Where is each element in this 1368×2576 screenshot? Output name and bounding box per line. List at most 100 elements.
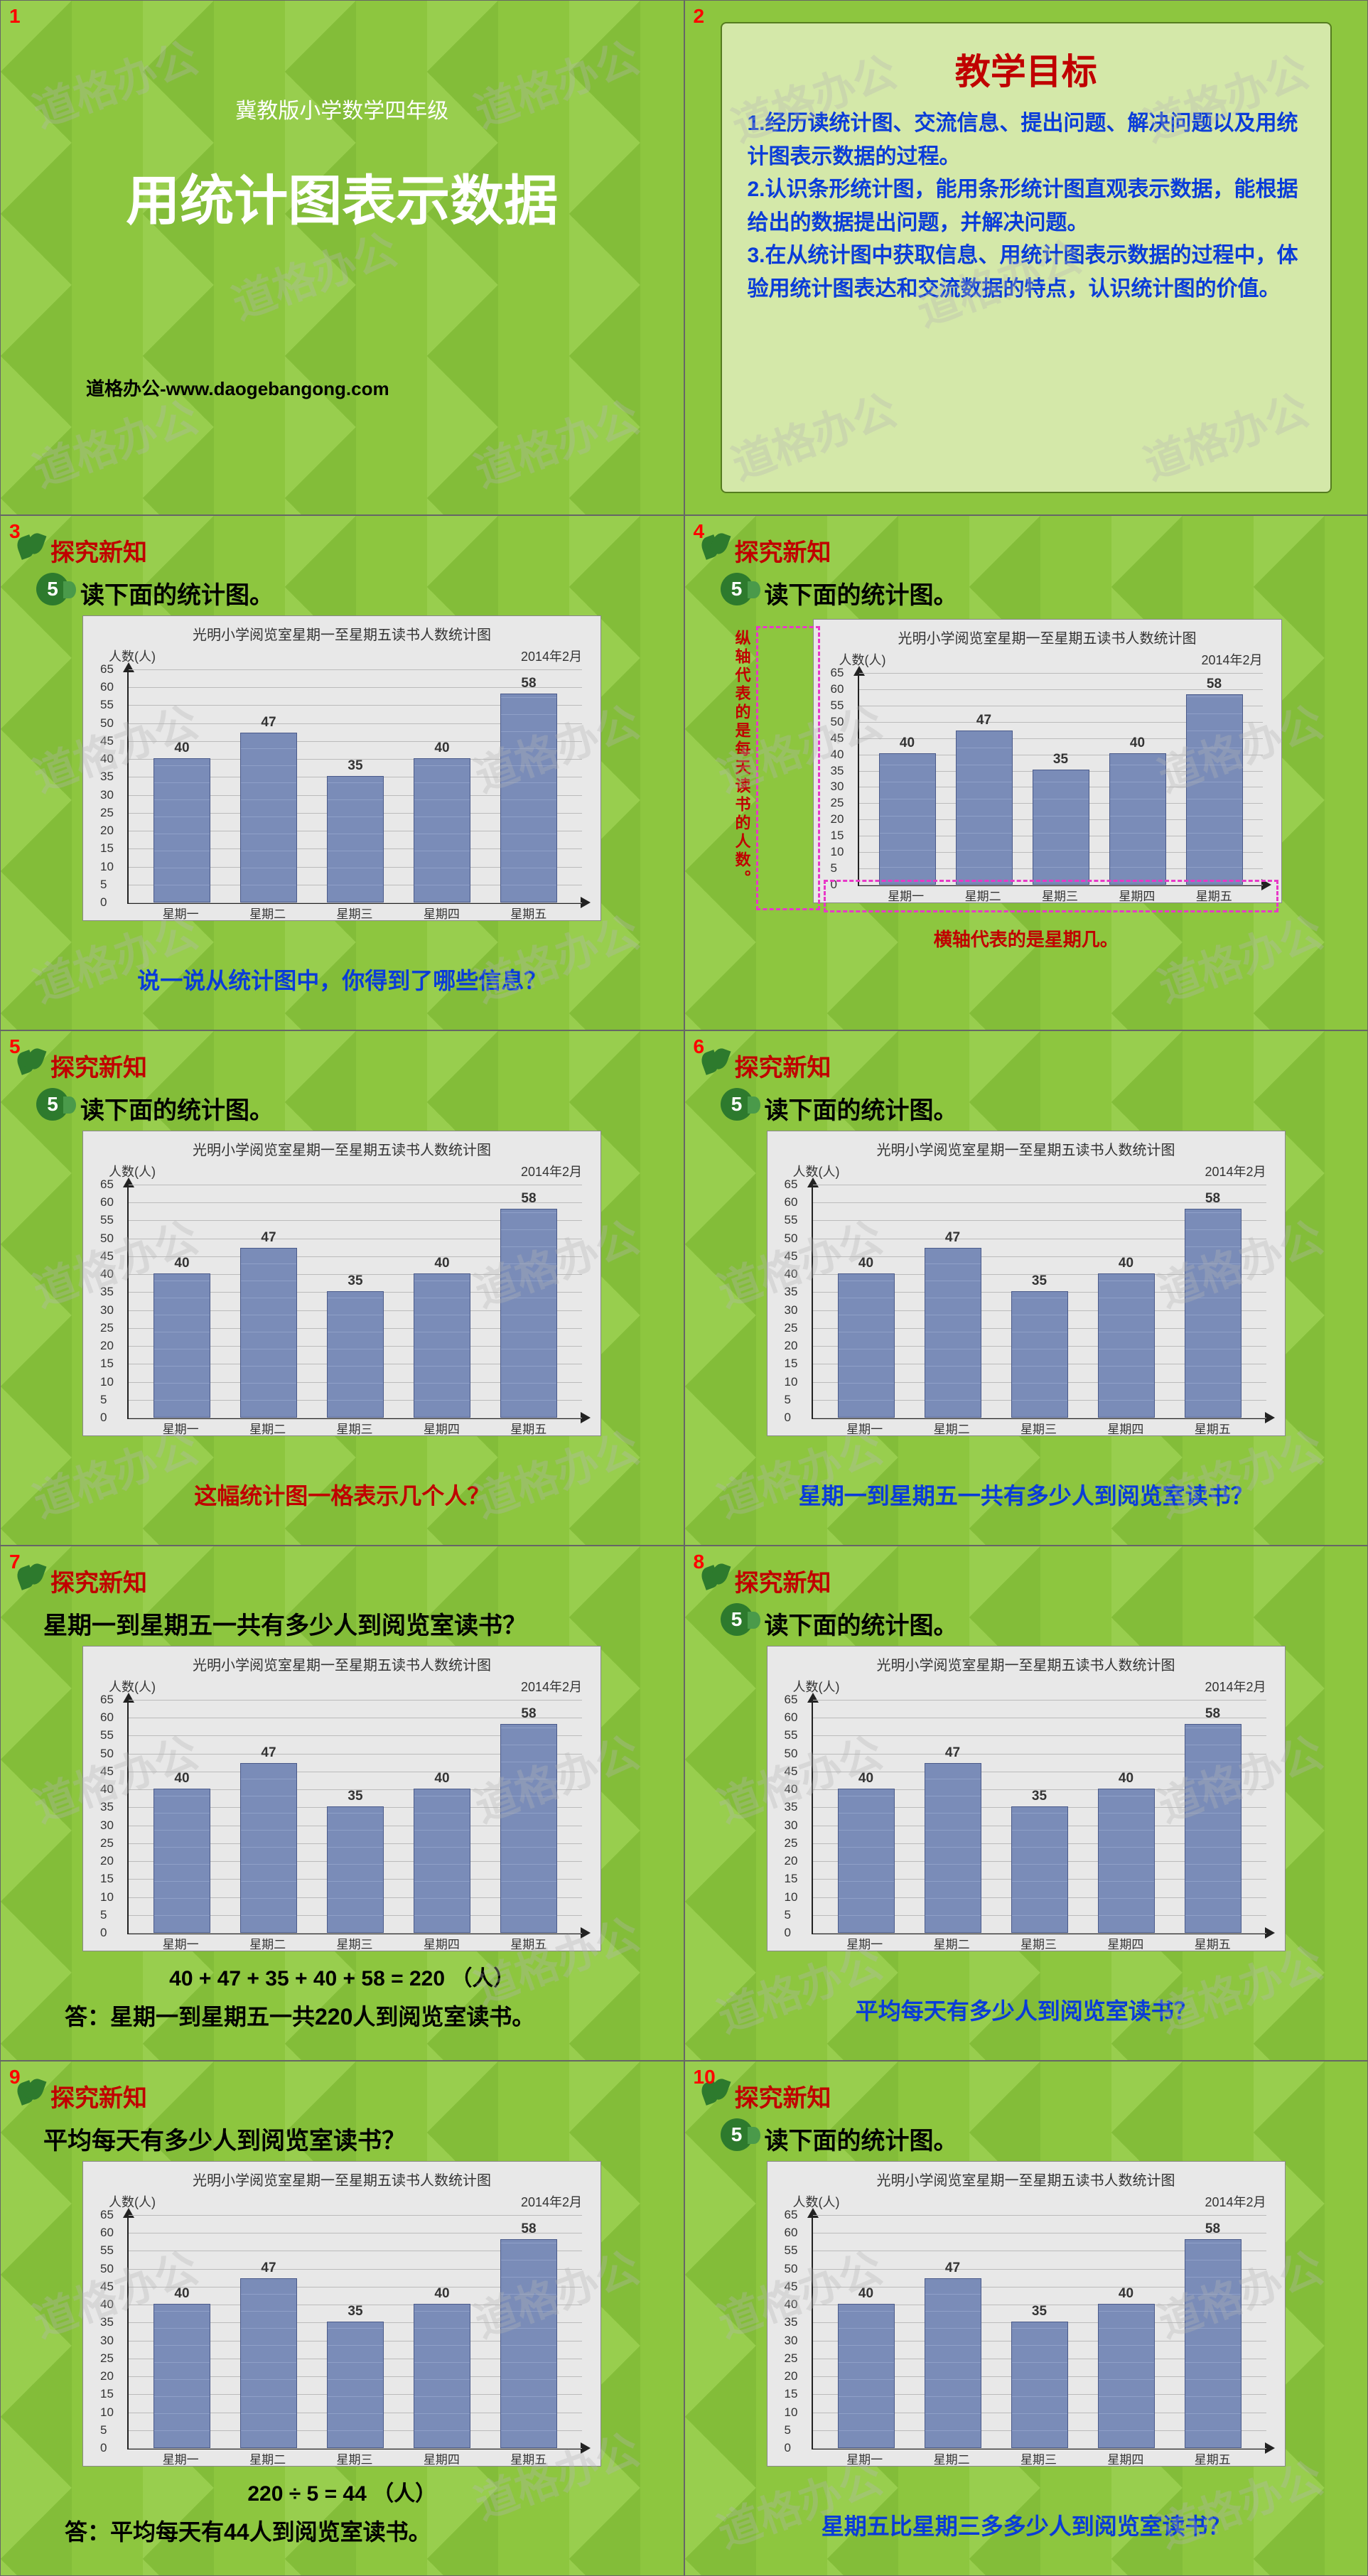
chart-plot-area: 051015202530354045505560654047354058 (127, 2215, 582, 2450)
x-labels: 星期一星期二星期三星期四星期五 (127, 2450, 582, 2467)
bar: 47 (925, 1763, 981, 1933)
y-tick-label: 50 (100, 1747, 114, 1761)
y-tick-label: 10 (785, 2405, 798, 2420)
bar-value: 40 (174, 2286, 189, 2302)
y-tick-label: 65 (785, 1693, 798, 1707)
bar: 47 (925, 2278, 981, 2448)
y-tick-label: 55 (785, 1213, 798, 1227)
bar-value: 40 (174, 1771, 189, 1787)
x-tick-label: 星期一 (149, 1934, 212, 1952)
bar-item: 58 (1181, 1724, 1245, 1933)
y-tick-label: 35 (100, 1800, 114, 1814)
watermark: 道格办公 (465, 383, 646, 500)
x-tick-label: 星期二 (236, 904, 300, 922)
y-tick-label: 10 (785, 1890, 798, 1904)
bar-value: 47 (261, 1745, 276, 1761)
y-tick-label: 25 (100, 1836, 114, 1850)
bar: 47 (925, 1248, 981, 1418)
bar: 58 (500, 1209, 557, 1418)
chart-title: 光明小学阅览室星期一至星期五读书人数统计图 (95, 1138, 589, 1159)
bar-value: 40 (434, 1771, 449, 1787)
y-tick-label: 15 (100, 1872, 114, 1886)
bar: 40 (838, 1789, 895, 1933)
y-tick-label: 30 (100, 1303, 114, 1317)
subtitle: 冀教版小学数学四年级 (1, 93, 684, 124)
y-tick-label: 30 (785, 1818, 798, 1833)
bar-item: 40 (150, 758, 214, 902)
y-tick-label: 20 (785, 1339, 798, 1353)
bar-item: 58 (497, 2239, 561, 2448)
bar-value: 40 (900, 735, 915, 751)
bar-value: 40 (174, 740, 189, 756)
y-tick-label: 55 (100, 1213, 114, 1227)
bar-value: 35 (348, 758, 362, 774)
bar: 35 (327, 776, 384, 902)
y-tick-label: 25 (831, 796, 844, 810)
slide-1: 1 冀教版小学数学四年级 用统计图表示数据 道格办公-www.daogebang… (0, 0, 684, 515)
bar-value: 58 (521, 676, 536, 691)
chart-title: 光明小学阅览室星期一至星期五读书人数统计图 (779, 1138, 1273, 1159)
section-label: 探究新知 (735, 1048, 831, 1083)
y-tick-label: 30 (831, 780, 844, 794)
bar: 40 (414, 2304, 470, 2448)
y-tick-label: 20 (100, 824, 114, 838)
bar: 40 (154, 1789, 210, 1933)
bar-item: 40 (150, 1789, 214, 1933)
y-tick-label: 20 (100, 1854, 114, 1868)
objectives-heading: 教学目标 (748, 43, 1305, 95)
bars-container: 4047354058 (129, 2215, 582, 2448)
x-tick-label: 星期五 (497, 1419, 561, 1437)
y-tick-label: 40 (785, 1267, 798, 1281)
x-tick-label: 星期三 (323, 904, 387, 922)
y-tick-label: 10 (100, 2405, 114, 2420)
bar-item: 40 (1106, 753, 1170, 885)
heading-question: 星期一到星期五一共有多少人到阅览室读书？ (43, 1606, 527, 1641)
bar-item: 47 (921, 1248, 985, 1418)
y-tick-label: 45 (785, 2280, 798, 2294)
instruction: 读下面的统计图。 (765, 1091, 958, 1126)
bar-item: 40 (410, 1789, 474, 1933)
x-tick-label: 星期五 (1180, 2450, 1244, 2467)
x-tick-label: 星期四 (409, 904, 473, 922)
bar-value: 40 (1119, 2286, 1133, 2302)
bar-item: 58 (497, 694, 561, 902)
y-tick-label: 50 (785, 2262, 798, 2276)
answer: 答：平均每天有44人到阅览室读书。 (65, 2514, 684, 2547)
y-tick-label: 40 (100, 1782, 114, 1796)
heading-question: 平均每天有多少人到阅览室读书？ (43, 2121, 406, 2156)
y-tick-label: 50 (785, 1232, 798, 1246)
objectives-panel: 教学目标 1.经历读统计图、交流信息、提出问题、解决问题以及用统计图表示数据的过… (721, 22, 1332, 493)
x-tick-label: 星期二 (920, 1419, 984, 1437)
slide-3: 3 探究新知 5 读下面的统计图。 光明小学阅览室星期一至星期五读书人数统计图 … (0, 515, 684, 1030)
bar-value: 40 (434, 740, 449, 756)
y-tick-label: 55 (785, 2243, 798, 2258)
y-tick-label: 55 (831, 699, 844, 713)
leaf-icon (702, 1048, 731, 1077)
y-tick-label: 0 (100, 1411, 107, 1425)
y-tick-label: 45 (100, 2280, 114, 2294)
slide-6: 6 探究新知 5 读下面的统计图。 光明小学阅览室星期一至星期五读书人数统计图 … (684, 1030, 1368, 1546)
x-axis-arrow (1265, 2442, 1275, 2454)
bar-item: 47 (952, 731, 1016, 885)
bar-value: 58 (521, 1706, 536, 1722)
chart-plot-area: 051015202530354045505560654047354058 (127, 1700, 582, 1934)
chart-date: 2014年2月 (521, 2192, 582, 2211)
bullet-number: 5 (36, 573, 69, 605)
bar-chart: 光明小学阅览室星期一至星期五读书人数统计图 人数(人)2014年2月 05101… (82, 1646, 601, 1951)
y-tick-label: 25 (785, 1836, 798, 1850)
bar-item: 47 (237, 733, 301, 902)
y-tick-label: 5 (785, 2423, 791, 2437)
bar-value: 40 (1119, 1256, 1133, 1271)
x-axis-highlight (824, 880, 1278, 912)
bar-value: 40 (858, 1256, 873, 1271)
bar-item: 40 (410, 758, 474, 902)
x-tick-label: 星期四 (1094, 1419, 1158, 1437)
bars-container: 4047354058 (813, 2215, 1266, 2448)
calculation: 220 ÷ 5 = 44 （人） (1, 2476, 684, 2507)
x-tick-label: 星期三 (1006, 2450, 1070, 2467)
bar: 58 (1185, 2239, 1242, 2448)
leaf-icon (18, 1048, 46, 1077)
bar-chart: 光明小学阅览室星期一至星期五读书人数统计图 人数(人)2014年2月 05101… (767, 2161, 1286, 2467)
bar-item: 35 (323, 776, 387, 902)
y-tick-label: 50 (100, 716, 114, 731)
